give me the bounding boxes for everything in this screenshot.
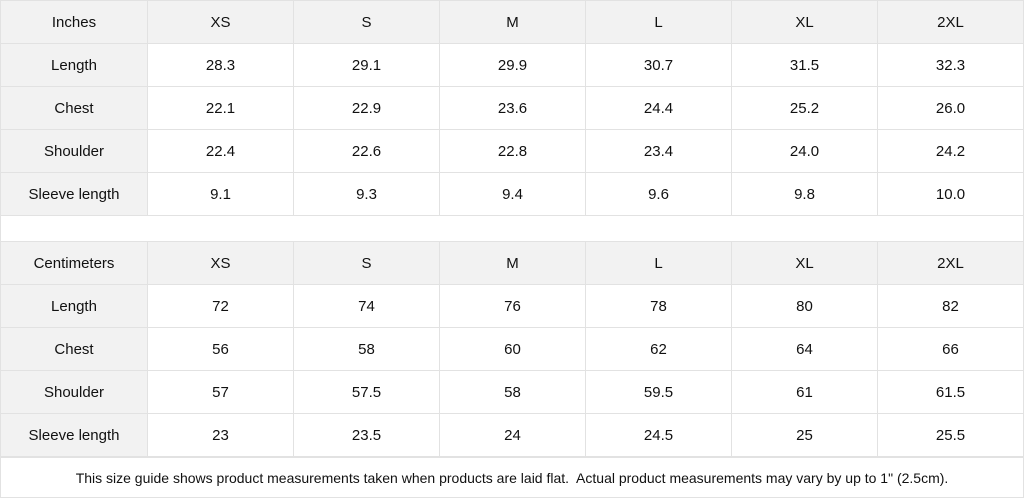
table-header-row: Inches XS S M L XL 2XL (0, 0, 1024, 44)
table-row: Sleeve length 9.1 9.3 9.4 9.6 9.8 10.0 (0, 172, 1024, 216)
measurement-value-cell: 9.6 (585, 172, 732, 216)
table-row: Chest 56 58 60 62 64 66 (0, 327, 1024, 371)
table-row: Sleeve length 23 23.5 24 24.5 25 25.5 (0, 413, 1024, 457)
measurement-value-cell: 62 (585, 327, 732, 371)
table-row: Shoulder 22.4 22.6 22.8 23.4 24.0 24.2 (0, 129, 1024, 173)
measurement-value-cell: 66 (877, 327, 1024, 371)
measurement-value-cell: 58 (293, 327, 440, 371)
table-row: Shoulder 57 57.5 58 59.5 61 61.5 (0, 370, 1024, 414)
centimeters-size-table: Centimeters XS S M L XL 2XL Length 72 74 76 78 80 82 C… (0, 241, 1024, 457)
measurement-value-cell: 9.1 (147, 172, 294, 216)
measurement-value-cell: 60 (439, 327, 586, 371)
measurement-value-cell: 80 (731, 284, 878, 328)
measurement-value-cell: 58 (439, 370, 586, 414)
measurement-value-cell: 72 (147, 284, 294, 328)
measurement-value-cell: 22.1 (147, 86, 294, 130)
size-header-cell: XL (731, 241, 878, 285)
measurement-value-cell: 25.5 (877, 413, 1024, 457)
table-row: Length 72 74 76 78 80 82 (0, 284, 1024, 328)
measurement-value-cell: 57 (147, 370, 294, 414)
measurement-value-cell: 29.9 (439, 43, 586, 87)
size-header-cell: L (585, 241, 732, 285)
size-header-cell: XS (147, 0, 294, 44)
size-guide-note: This size guide shows product measuremen… (0, 457, 1024, 498)
measurement-value-cell: 22.8 (439, 129, 586, 173)
table-row: Chest 22.1 22.9 23.6 24.4 25.2 26.0 (0, 86, 1024, 130)
unit-header-cell: Inches (0, 0, 148, 44)
measurement-value-cell: 78 (585, 284, 732, 328)
measurement-value-cell: 61.5 (877, 370, 1024, 414)
measurement-value-cell: 24.4 (585, 86, 732, 130)
measurement-value-cell: 82 (877, 284, 1024, 328)
measurement-value-cell: 25 (731, 413, 878, 457)
size-header-cell: 2XL (877, 241, 1024, 285)
measurement-label-cell: Sleeve length (0, 413, 148, 457)
measurement-label-cell: Length (0, 284, 148, 328)
measurement-value-cell: 30.7 (585, 43, 732, 87)
size-header-cell: 2XL (877, 0, 1024, 44)
measurement-value-cell: 9.4 (439, 172, 586, 216)
measurement-label-cell: Shoulder (0, 370, 148, 414)
measurement-value-cell: 26.0 (877, 86, 1024, 130)
measurement-value-cell: 64 (731, 327, 878, 371)
measurement-value-cell: 61 (731, 370, 878, 414)
measurement-value-cell: 74 (293, 284, 440, 328)
measurement-value-cell: 23.4 (585, 129, 732, 173)
measurement-value-cell: 23 (147, 413, 294, 457)
measurement-value-cell: 9.3 (293, 172, 440, 216)
measurement-value-cell: 24.0 (731, 129, 878, 173)
measurement-value-cell: 9.8 (731, 172, 878, 216)
size-header-cell: XS (147, 241, 294, 285)
size-header-cell: M (439, 0, 586, 44)
measurement-value-cell: 25.2 (731, 86, 878, 130)
measurement-label-cell: Shoulder (0, 129, 148, 173)
measurement-value-cell: 22.4 (147, 129, 294, 173)
measurement-value-cell: 23.5 (293, 413, 440, 457)
table-spacer (0, 216, 1024, 241)
measurement-value-cell: 23.6 (439, 86, 586, 130)
measurement-label-cell: Length (0, 43, 148, 87)
unit-header-cell: Centimeters (0, 241, 148, 285)
size-header-cell: XL (731, 0, 878, 44)
table-header-row: Centimeters XS S M L XL 2XL (0, 241, 1024, 285)
table-row: Length 28.3 29.1 29.9 30.7 31.5 32.3 (0, 43, 1024, 87)
measurement-value-cell: 29.1 (293, 43, 440, 87)
measurement-label-cell: Chest (0, 327, 148, 371)
measurement-value-cell: 22.6 (293, 129, 440, 173)
size-header-cell: S (293, 0, 440, 44)
measurement-value-cell: 32.3 (877, 43, 1024, 87)
measurement-value-cell: 31.5 (731, 43, 878, 87)
measurement-value-cell: 76 (439, 284, 586, 328)
measurement-value-cell: 22.9 (293, 86, 440, 130)
measurement-value-cell: 28.3 (147, 43, 294, 87)
measurement-value-cell: 24.5 (585, 413, 732, 457)
measurement-value-cell: 57.5 (293, 370, 440, 414)
measurement-value-cell: 24.2 (877, 129, 1024, 173)
measurement-value-cell: 56 (147, 327, 294, 371)
size-header-cell: M (439, 241, 586, 285)
measurement-label-cell: Sleeve length (0, 172, 148, 216)
measurement-value-cell: 10.0 (877, 172, 1024, 216)
measurement-value-cell: 59.5 (585, 370, 732, 414)
size-header-cell: L (585, 0, 732, 44)
size-header-cell: S (293, 241, 440, 285)
measurement-value-cell: 24 (439, 413, 586, 457)
measurement-label-cell: Chest (0, 86, 148, 130)
inches-size-table: Inches XS S M L XL 2XL Length 28.3 29.1 29.9 30.7 31… (0, 0, 1024, 216)
